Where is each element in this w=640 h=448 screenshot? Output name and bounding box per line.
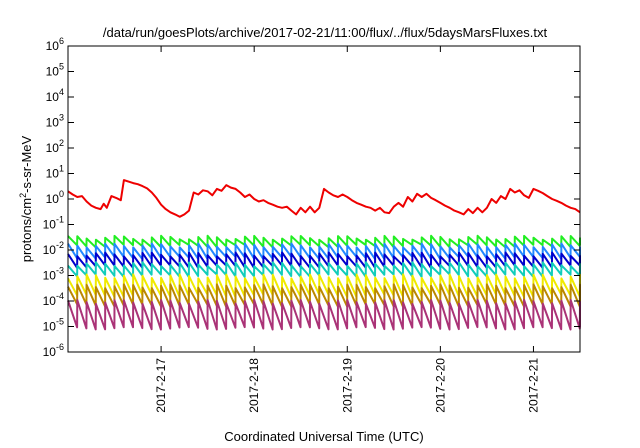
y-tick-label: 102 [46,138,64,155]
plot-frame [67,45,581,353]
y-tick-label: 101 [46,164,64,181]
y-tick-label: 10-5 [43,317,64,334]
series-layer [67,179,581,331]
y-tick-label: 103 [46,113,64,130]
x-axis-label: Coordinated Universal Time (UTC) [224,429,423,444]
series-line-8 [67,298,581,331]
x-tick-label: 2017-2-21 [526,358,540,413]
y-axis-label: protons/cm2-s-sr-MeV [18,135,34,262]
chart-title: /data/run/goesPlots/archive/2017-02-21/1… [103,25,548,40]
y-tick-label: 10-6 [43,342,64,359]
series-line-7 [67,283,581,308]
x-tick-label: 2017-2-18 [247,358,261,413]
series-line-1 [67,179,581,218]
y-tick-label: 10-1 [43,215,64,232]
series-line-6 [67,273,581,298]
y-tick-label: 10-4 [43,291,64,308]
series-line-4 [67,251,581,269]
y-tick-label: 10-2 [43,240,64,257]
y-tick-label: 104 [46,87,64,104]
y-tick-label: 106 [46,36,64,53]
y-axis-label-tail: -s-sr-MeV [19,135,34,192]
x-axis: 2017-2-17 2017-2-18 2017-2-19 2017-2-20 2017… [154,46,540,413]
series-line-2 [67,234,581,249]
y-tick-label: 105 [46,62,64,79]
y-axis-label-sup: 2 [18,193,28,198]
y-tick-label: 10-3 [43,266,64,283]
x-tick-label: 2017-2-20 [433,358,447,413]
x-tick-label: 2017-2-19 [340,358,354,413]
series-line-3 [67,242,581,261]
series-line-5 [67,261,581,278]
x-tick-label: 2017-2-17 [154,358,168,413]
y-tick-label: 100 [46,189,64,206]
y-axis-label-main: protons/cm [19,198,34,262]
